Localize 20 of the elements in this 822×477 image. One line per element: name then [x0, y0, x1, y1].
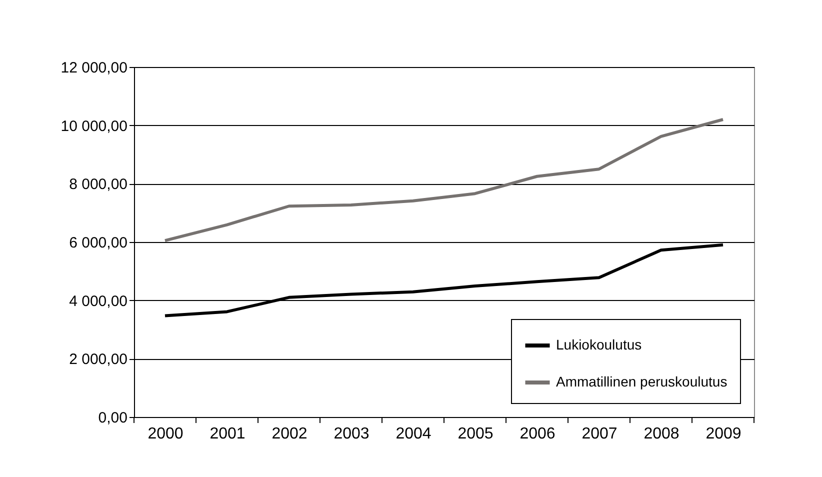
x-tick-label: 2005: [458, 426, 494, 442]
legend-label: Ammatillinen peruskoulutus: [556, 374, 728, 390]
y-tick-label: 8 000,00: [69, 176, 128, 194]
x-tick-label: 2009: [706, 426, 742, 442]
x-tick-label: 2008: [644, 426, 680, 442]
y-tick-label: 0,00: [98, 410, 128, 426]
x-tick-label: 2002: [272, 426, 308, 442]
x-tick-label: 2006: [520, 426, 556, 442]
y-tick-label: 12 000,00: [60, 60, 128, 76]
x-tick-label: 2003: [334, 426, 370, 442]
y-tick-label: 6 000,00: [69, 234, 128, 252]
y-tick-label: 10 000,00: [60, 118, 128, 135]
x-tick-label: 2004: [396, 426, 432, 442]
x-tick-label: 2000: [148, 426, 184, 442]
x-tick-label: 2007: [582, 426, 618, 442]
y-tick-label: 2 000,00: [69, 351, 128, 368]
legend-label: Lukiokoulutus: [556, 336, 642, 352]
x-tick-label: 2001: [210, 426, 246, 442]
line-series: [164, 118, 724, 242]
y-tick-label: 4 000,00: [69, 292, 128, 310]
